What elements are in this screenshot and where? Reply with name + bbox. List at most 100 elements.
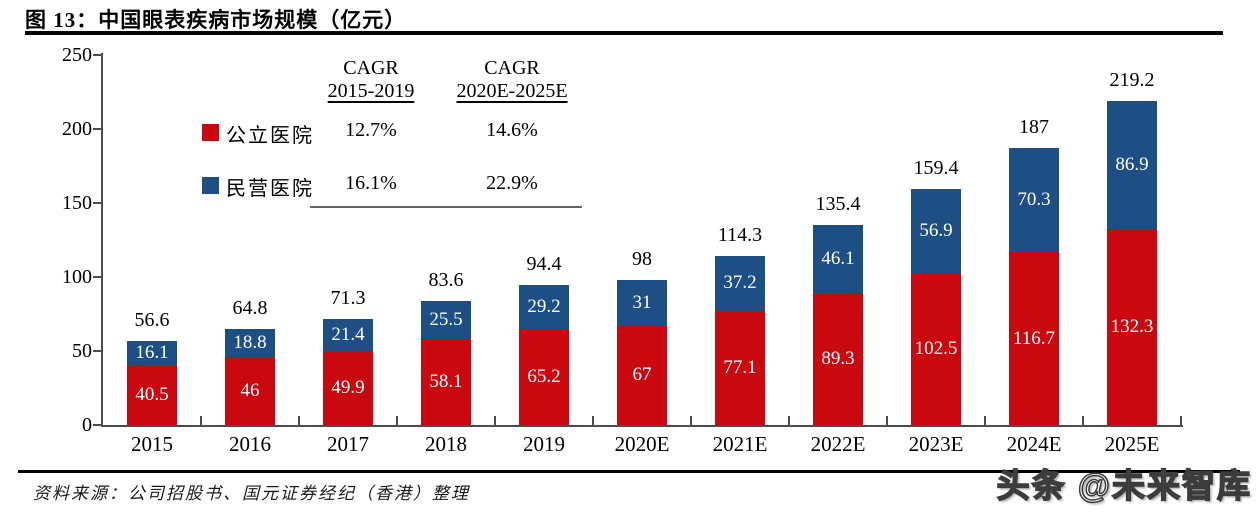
bar-value-private: 16.1 <box>135 342 169 364</box>
bar-value-private: 25.5 <box>429 309 463 331</box>
bar-value-public: 49.9 <box>331 377 365 399</box>
bar-segment-public: 49.9 <box>323 351 373 425</box>
bar-segment-private: 21.4 <box>323 319 373 352</box>
x-axis-category-label: 2024E <box>1006 432 1062 456</box>
x-axis-tick <box>396 416 398 426</box>
y-axis-tick-label: 100 <box>62 266 92 288</box>
bar-value-private: 56.9 <box>919 220 953 242</box>
legend-label-public: 公立医院 <box>226 125 314 147</box>
y-axis-tick <box>93 276 101 278</box>
footer-divider <box>18 470 1240 473</box>
bar-value-private: 21.4 <box>331 324 365 346</box>
cagr-col2-title: CAGR <box>484 57 540 79</box>
bar-segment-private: 18.8 <box>225 329 275 357</box>
bar-value-public: 116.7 <box>1012 327 1056 349</box>
x-axis-category-label: 2018 <box>425 432 467 456</box>
x-axis-tick <box>1082 416 1084 426</box>
x-axis-category-label: 2021E <box>712 432 768 456</box>
bar-value-private: 46.1 <box>821 247 855 269</box>
x-axis-tick <box>788 416 790 426</box>
bar-value-private: 29.2 <box>527 295 561 317</box>
x-axis-tick <box>200 416 202 426</box>
bar-segment-public: 77.1 <box>715 310 765 425</box>
bar-segment-private: 29.2 <box>519 285 569 329</box>
cagr-value-public-2020e-2025e: 14.6% <box>486 119 538 141</box>
bar-total-label: 187 <box>1019 116 1049 139</box>
x-axis-line <box>101 425 1183 427</box>
bar-segment-public: 116.7 <box>1009 252 1059 425</box>
figure-title: 图 13：中国眼表疾病市场规模（亿元） <box>25 8 407 32</box>
legend-table-bottom-rule <box>310 206 582 208</box>
x-axis-tick <box>690 416 692 426</box>
bar-value-private: 31 <box>632 291 652 313</box>
bar-segment-private: 56.9 <box>911 189 961 274</box>
cagr-col2-header: CAGR 2020E-2025E <box>438 57 586 103</box>
x-axis-category-label: 2015 <box>131 432 173 456</box>
bar-segment-public: 102.5 <box>911 273 961 425</box>
watermark: 头条 @未来智库 <box>996 466 1252 505</box>
bar-segment-public: 132.3 <box>1107 229 1157 425</box>
bar-value-public: 77.1 <box>723 356 757 378</box>
cagr-value-private-2015-2019: 16.1% <box>345 172 397 194</box>
bar-total-label: 219.2 <box>1109 68 1155 91</box>
y-axis-tick <box>93 202 101 204</box>
x-axis-category-label: 2016 <box>229 432 271 456</box>
bar-total-label: 159.4 <box>913 157 959 180</box>
source-note: 资料来源：公司招股书、国元证券经纪（香港）整理 <box>33 484 470 503</box>
cagr-col1-header: CAGR 2015-2019 <box>312 57 430 103</box>
bar-segment-public: 65.2 <box>519 328 569 425</box>
bar-value-private: 70.3 <box>1017 189 1051 211</box>
y-axis-tick-label: 250 <box>62 44 92 66</box>
x-axis-tick <box>1180 416 1182 426</box>
bar-group-2018: 58.1 25.5 83.6 <box>397 0 495 425</box>
bar-value-public: 40.5 <box>135 384 169 406</box>
bar-value-public: 46 <box>240 379 260 401</box>
bar-segment-public: 40.5 <box>127 365 177 425</box>
bar-value-private: 18.8 <box>233 332 267 354</box>
bar-segment-private: 25.5 <box>421 301 471 340</box>
x-axis-tick <box>494 416 496 426</box>
bar-value-private: 37.2 <box>723 272 757 294</box>
x-axis-category-label: 2020E <box>614 432 670 456</box>
bar-total-label: 94.4 <box>526 253 562 276</box>
bar-group-2023E: 102.5 56.9 159.4 <box>887 0 985 425</box>
bar-value-private: 86.9 <box>1115 153 1149 175</box>
x-axis-category-label: 2022E <box>810 432 866 456</box>
bar-group-2016: 46 18.8 64.8 <box>201 0 299 425</box>
bar-segment-public: 46 <box>225 356 275 425</box>
y-axis-tick <box>93 54 101 56</box>
legend-swatch-public <box>202 124 219 141</box>
bar-segment-private: 46.1 <box>813 224 863 293</box>
bar-group-2022E: 89.3 46.1 135.4 <box>789 0 887 425</box>
bar-total-label: 71.3 <box>330 287 366 310</box>
x-axis-tick <box>886 416 888 426</box>
legend-swatch-private <box>202 177 219 194</box>
bar-group-2024E: 116.7 70.3 187 <box>985 0 1083 425</box>
x-axis-category-label: 2019 <box>523 432 565 456</box>
bar-segment-private: 31 <box>617 279 667 326</box>
y-axis-tick <box>93 128 101 130</box>
y-axis-tick-label: 0 <box>82 414 92 436</box>
legend-label-private: 民营医院 <box>226 178 314 200</box>
cagr-col2-range: 2020E-2025E <box>456 80 568 102</box>
y-axis-tick-label: 50 <box>72 340 92 362</box>
title-divider <box>25 31 1223 35</box>
cagr-value-public-2015-2019: 12.7% <box>345 119 397 141</box>
y-axis-tick <box>93 424 101 426</box>
bar-segment-private: 70.3 <box>1009 148 1059 253</box>
bar-segment-public: 58.1 <box>421 339 471 425</box>
bar-segment-private: 37.2 <box>715 255 765 311</box>
bar-total-label: 135.4 <box>815 192 861 215</box>
bar-value-public: 89.3 <box>821 347 855 369</box>
cagr-col1-title: CAGR <box>343 57 399 79</box>
bar-total-label: 64.8 <box>232 297 268 320</box>
cagr-value-private-2020e-2025e: 22.9% <box>486 172 538 194</box>
x-axis-category-label: 2023E <box>908 432 964 456</box>
x-axis-tick <box>984 416 986 426</box>
bar-group-2019: 65.2 29.2 94.4 <box>495 0 593 425</box>
x-axis-tick <box>592 416 594 426</box>
bar-value-public: 58.1 <box>429 371 463 392</box>
bar-segment-private: 86.9 <box>1107 100 1157 230</box>
bar-segment-public: 89.3 <box>813 292 863 425</box>
